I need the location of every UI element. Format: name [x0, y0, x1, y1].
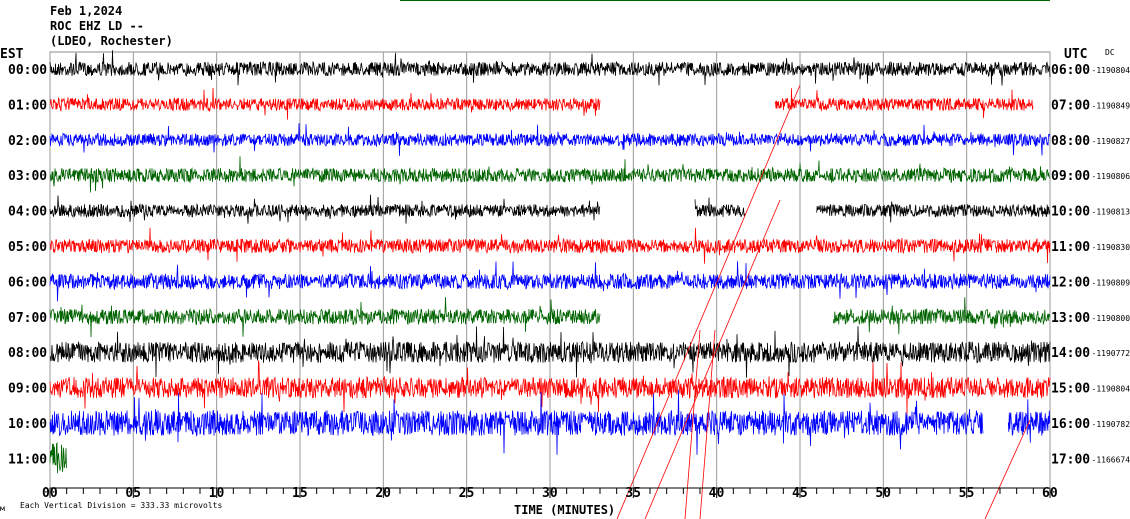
utc-hour-label: 06:00	[1051, 63, 1090, 78]
trace-row-0700	[49, 297, 601, 338]
dc-offset-label: -1190813	[1092, 208, 1130, 217]
x-axis-title: TIME (MINUTES)	[514, 503, 615, 517]
utc-zone-label: UTC	[1064, 47, 1087, 62]
est-hour-label: 01:00	[8, 98, 47, 113]
trace-row-1000	[1007, 399, 1051, 443]
est-hour-label: 03:00	[8, 169, 47, 184]
network-label: (LDEO, Rochester)	[50, 34, 173, 48]
dc-offset-label: -1190804	[1092, 385, 1130, 394]
est-hour-label: 09:00	[8, 382, 47, 397]
est-hour-label: 10:00	[8, 417, 47, 432]
scale-note: Each Vertical Division = 333.33 microvol…	[20, 501, 222, 510]
utc-hour-label: 08:00	[1051, 134, 1090, 149]
trace-row-0400	[694, 197, 746, 218]
dc-offset-label: -1190827	[1092, 137, 1130, 146]
utc-hour-label: 09:00	[1051, 169, 1090, 184]
est-hour-label: 06:00	[8, 275, 47, 290]
est-hour-label: 07:00	[8, 311, 47, 326]
corner-mark: м	[0, 504, 5, 513]
station-label: ROC EHZ LD --	[50, 19, 144, 33]
est-hour-label: 02:00	[8, 134, 47, 149]
est-zone-label: EST	[0, 47, 24, 62]
trace-row-0100	[774, 88, 1034, 119]
trace-row-0700	[832, 297, 1051, 335]
trace-row-0400	[49, 194, 601, 224]
trace-row-0600	[49, 261, 1051, 302]
trace-row-0300	[49, 156, 1051, 193]
event-trace-line	[984, 419, 1031, 519]
dc-offset-label: -1190849	[1092, 101, 1130, 110]
trace-row-0100	[49, 87, 601, 120]
trace-row-1000	[49, 389, 984, 455]
dc-offset-label: -1190830	[1092, 243, 1130, 252]
est-hour-label: 05:00	[8, 240, 47, 255]
dc-offset-label: -1190800	[1092, 314, 1130, 323]
trace-row-0500	[49, 227, 1051, 264]
trace-row-0400	[816, 201, 1051, 223]
dc-offset-label: -1190806	[1092, 172, 1130, 181]
est-hour-label: 00:00	[8, 63, 47, 78]
est-hour-label: 11:00	[8, 452, 47, 467]
dc-offset-label: -1190782	[1092, 420, 1130, 429]
est-hour-label: 04:00	[8, 205, 47, 220]
dc-offset-label: -1190772	[1092, 349, 1130, 358]
trace-row-0900	[49, 360, 1051, 415]
trace-row-0200	[49, 123, 1051, 156]
utc-hour-label: 11:00	[1051, 240, 1090, 255]
dc-offset-label: -1190804	[1092, 66, 1130, 75]
dc-offset-label: -1166674	[1092, 455, 1130, 464]
utc-hour-label: 10:00	[1051, 205, 1090, 220]
utc-hour-label: 15:00	[1051, 382, 1090, 397]
event-trace-line	[616, 84, 801, 519]
utc-hour-label: 17:00	[1051, 452, 1090, 467]
trace-row-0800	[49, 326, 1051, 378]
trace-row-0000	[49, 50, 1051, 86]
utc-hour-label: 07:00	[1051, 98, 1090, 113]
dc-header: DC	[1105, 48, 1115, 57]
dc-offset-label: -1190809	[1092, 278, 1130, 287]
utc-hour-label: 16:00	[1051, 417, 1090, 432]
utc-hour-label: 13:00	[1051, 311, 1090, 326]
utc-hour-label: 14:00	[1051, 346, 1090, 361]
date-label: Feb 1,2024	[50, 4, 123, 18]
trace-row-1100	[49, 442, 67, 474]
utc-hour-label: 12:00	[1051, 275, 1090, 290]
est-hour-label: 08:00	[8, 346, 47, 361]
